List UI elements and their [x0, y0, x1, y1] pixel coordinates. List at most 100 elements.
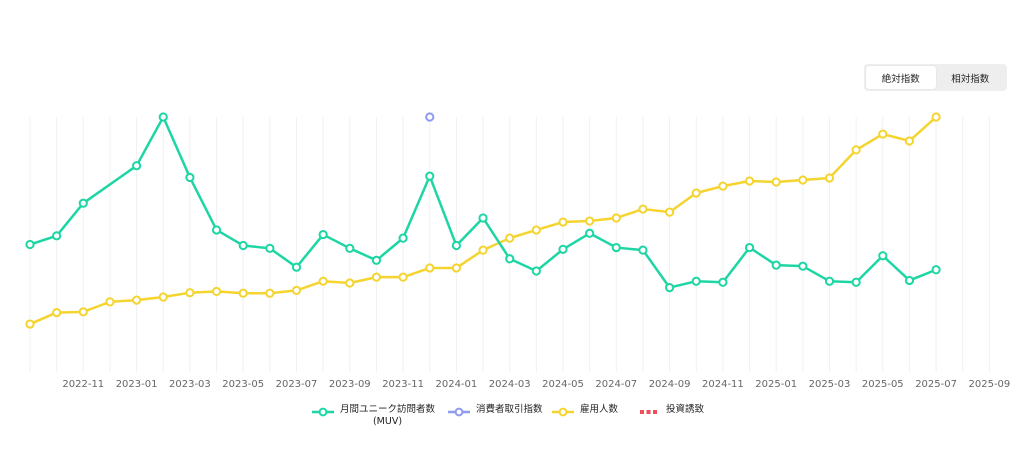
x-tick-label: 2024-03	[489, 379, 531, 390]
data-point-employment[interactable]	[78, 307, 88, 317]
data-point-muv[interactable]	[291, 262, 302, 272]
x-tick-label: 2025-09	[969, 379, 1011, 390]
data-point-employment[interactable]	[345, 278, 355, 288]
data-point-muv[interactable]	[638, 245, 648, 255]
data-point-muv[interactable]	[718, 277, 728, 287]
data-point-muv[interactable]	[931, 265, 941, 275]
data-point-employment[interactable]	[931, 112, 941, 122]
data-point-employment[interactable]	[665, 207, 675, 217]
x-axis-ticks: 2022-11 2023-01 2023-03 2023-05 2023-07 2023-…	[62, 379, 1010, 390]
data-point-employment[interactable]	[505, 233, 515, 243]
data-point-muv[interactable]	[78, 198, 88, 208]
data-point-muv[interactable]	[558, 244, 568, 254]
data-point-muv[interactable]	[665, 282, 675, 293]
data-point-employment[interactable]	[851, 145, 861, 155]
data-point-employment[interactable]	[25, 319, 35, 329]
x-tick-label: 2024-11	[702, 379, 744, 390]
data-point-employment[interactable]	[478, 245, 488, 255]
legend-line-icon	[312, 407, 334, 417]
data-point-muv[interactable]	[611, 242, 621, 253]
data-point-employment[interactable]	[691, 188, 701, 198]
data-point-employment[interactable]	[371, 272, 382, 282]
legend-item-investment[interactable]: 投資誘致	[638, 404, 704, 417]
data-point-employment[interactable]	[771, 177, 781, 187]
data-point-employment[interactable]	[451, 263, 461, 273]
legend-label: 投資誘致	[666, 404, 705, 415]
data-point-employment[interactable]	[52, 307, 62, 318]
line-chart: 2022-11 2023-01 2023-03 2023-05 2023-07 2023-…	[25, 112, 1010, 390]
data-point-muv[interactable]	[345, 243, 355, 253]
data-point-muv[interactable]	[265, 243, 275, 253]
series-line-muv	[29, 115, 937, 289]
x-tick-label: 2023-07	[276, 379, 318, 390]
data-point-employment[interactable]	[318, 276, 328, 286]
data-point-muv[interactable]	[185, 172, 195, 183]
data-point-muv[interactable]	[744, 242, 755, 253]
data-point-employment[interactable]	[158, 292, 168, 302]
data-point-employment[interactable]	[744, 176, 755, 186]
data-point-muv[interactable]	[505, 254, 515, 264]
legend-label: 月間ユニーク訪問者数 (MUV)	[340, 404, 436, 427]
absolute-index-button[interactable]: 絶対指数	[866, 66, 936, 89]
data-point-employment[interactable]	[398, 272, 408, 282]
x-tick-label: 2023-09	[329, 379, 371, 390]
data-point-employment[interactable]	[585, 216, 595, 226]
chart-legend: 月間ユニーク訪問者数 (MUV) 消費者取引指数 雇用人数 投資誘致	[0, 404, 1024, 444]
data-point-employment[interactable]	[265, 288, 275, 298]
relative-index-button[interactable]: 相対指数	[951, 73, 990, 85]
data-point-employment[interactable]	[824, 173, 835, 183]
data-point-employment[interactable]	[718, 181, 728, 191]
data-point-muv[interactable]	[238, 240, 248, 251]
data-point-muv[interactable]	[211, 225, 222, 235]
data-point-muv[interactable]	[904, 275, 915, 286]
data-point-muv[interactable]	[425, 171, 435, 181]
data-point-employment[interactable]	[105, 297, 115, 307]
data-point-muv[interactable]	[878, 251, 888, 261]
data-point-muv[interactable]	[158, 112, 168, 122]
series-employment	[25, 112, 941, 329]
legend-item-consumer[interactable]: 消費者取引指数	[448, 404, 543, 417]
data-point-employment[interactable]	[291, 285, 302, 295]
data-point-employment[interactable]	[238, 288, 248, 298]
data-point-employment[interactable]	[798, 175, 808, 185]
data-point-muv[interactable]	[451, 240, 461, 251]
data-point-employment[interactable]	[611, 213, 621, 223]
legend-item-employment[interactable]: 雇用人数	[552, 404, 618, 417]
chart-series	[25, 112, 941, 329]
data-point-muv[interactable]	[478, 213, 488, 223]
data-point-employment[interactable]	[185, 288, 195, 298]
series-consumer	[425, 112, 435, 122]
data-point-muv[interactable]	[52, 231, 62, 241]
data-point-employment[interactable]	[878, 129, 888, 139]
data-point-muv[interactable]	[25, 239, 35, 250]
data-point-muv[interactable]	[318, 229, 328, 240]
data-point-employment[interactable]	[531, 225, 541, 235]
data-point-muv[interactable]	[531, 266, 541, 276]
data-point-muv[interactable]	[398, 233, 408, 243]
data-point-muv[interactable]	[851, 277, 861, 287]
data-point-employment[interactable]	[904, 136, 915, 146]
data-point-employment[interactable]	[211, 286, 222, 297]
chart-grid	[29, 117, 990, 372]
data-point-consumer[interactable]	[425, 112, 435, 122]
x-tick-label: 2024-05	[542, 379, 584, 390]
x-tick-label: 2023-01	[116, 379, 158, 390]
x-tick-label: 2025-05	[862, 379, 904, 390]
data-point-muv[interactable]	[585, 228, 595, 238]
x-tick-label: 2023-05	[222, 379, 264, 390]
data-point-muv[interactable]	[798, 261, 808, 271]
x-tick-label: 2022-11	[62, 379, 104, 390]
data-point-muv[interactable]	[824, 276, 835, 286]
data-point-employment[interactable]	[425, 263, 435, 273]
legend-dashed-icon	[640, 410, 658, 414]
data-point-muv[interactable]	[371, 255, 382, 265]
x-tick-label: 2025-03	[809, 379, 851, 390]
legend-item-muv[interactable]: 月間ユニーク訪問者数 (MUV)	[312, 404, 435, 428]
x-tick-label: 2024-01	[436, 379, 478, 390]
data-point-employment[interactable]	[558, 217, 568, 227]
data-point-muv[interactable]	[771, 260, 781, 270]
data-point-employment[interactable]	[132, 295, 142, 305]
data-point-muv[interactable]	[691, 276, 701, 286]
data-point-employment[interactable]	[638, 204, 648, 214]
data-point-muv[interactable]	[132, 161, 142, 171]
